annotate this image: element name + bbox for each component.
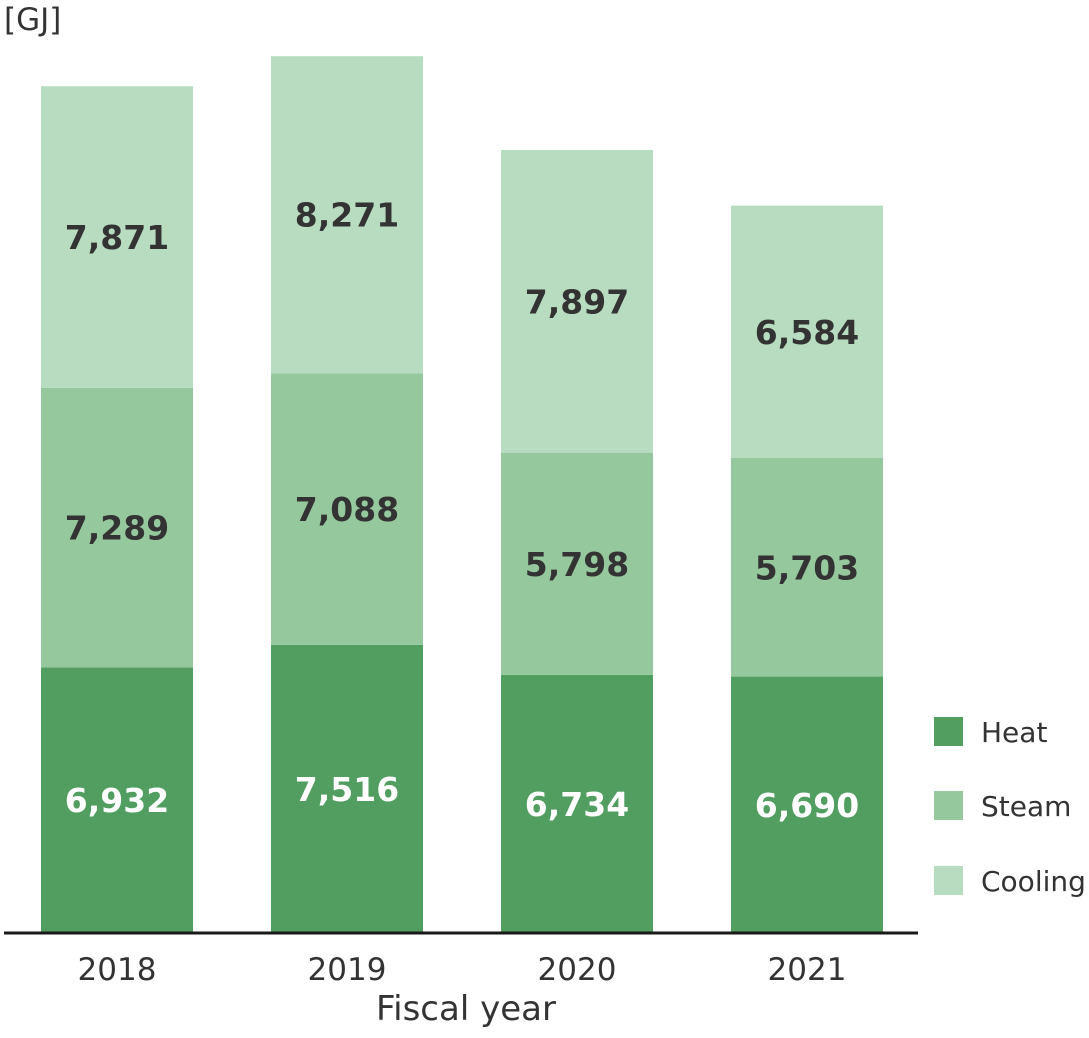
- bar-steam-2021: [731, 457, 883, 677]
- x-tick-label-2020: 2020: [538, 952, 617, 988]
- value-label-steam-2020: 5,798: [525, 545, 629, 584]
- legend-label-cooling: Cooling: [981, 865, 1086, 898]
- legend-swatch-heat: [934, 717, 963, 746]
- value-label-cooling-2018: 7,871: [65, 218, 169, 257]
- value-label-heat-2018: 6,932: [65, 781, 169, 820]
- bar-heat-2021: [731, 676, 883, 933]
- x-axis-label: Fiscal year: [376, 989, 556, 1029]
- value-label-heat-2021: 6,690: [755, 786, 859, 825]
- x-tick-label-2018: 2018: [78, 952, 157, 988]
- bar-cooling-2021: [731, 205, 883, 458]
- bar-cooling-2019: [271, 56, 423, 374]
- legend: Heat Steam Cooling: [934, 716, 1086, 898]
- x-tick-label-2019: 2019: [308, 952, 387, 988]
- value-label-steam-2019: 7,088: [295, 490, 399, 529]
- legend-label-heat: Heat: [981, 716, 1047, 749]
- x-tick-label-2021: 2021: [768, 952, 847, 988]
- bar-cooling-2020: [501, 149, 653, 453]
- bar-heat-2018: [41, 667, 193, 933]
- legend-swatch-steam: [934, 791, 963, 820]
- unit-label: [GJ]: [4, 2, 61, 38]
- bar-heat-2020: [501, 674, 653, 933]
- x-tick-labels: 2018 2019 2020 2021: [78, 952, 847, 988]
- value-label-heat-2019: 7,516: [295, 770, 399, 809]
- bar-steam-2020: [501, 452, 653, 675]
- bar-cooling-2018: [41, 86, 193, 388]
- value-label-heat-2020: 6,734: [525, 785, 629, 824]
- legend-label-steam: Steam: [981, 790, 1071, 823]
- bar-steam-2019: [271, 373, 423, 645]
- value-label-steam-2018: 7,289: [65, 509, 169, 548]
- legend-swatch-cooling: [934, 866, 963, 895]
- bar-steam-2018: [41, 387, 193, 668]
- value-label-cooling-2021: 6,584: [755, 313, 859, 352]
- value-label-steam-2021: 5,703: [755, 548, 859, 587]
- bars-group: [41, 56, 883, 933]
- value-label-cooling-2020: 7,897: [525, 282, 629, 321]
- bar-heat-2019: [271, 644, 423, 933]
- value-labels-group: 6,932 7,289 7,871 7,516 7,088 8,271 6,734 5,798…: [65, 196, 859, 825]
- value-label-cooling-2019: 8,271: [295, 196, 399, 235]
